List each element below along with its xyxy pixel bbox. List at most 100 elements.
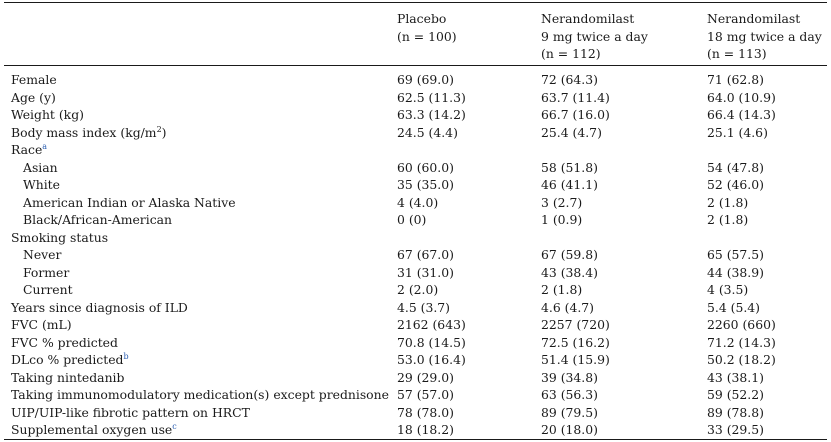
cell-value: 46 (41.1) — [541, 177, 598, 192]
cell-value: 51.4 (15.9) — [541, 352, 610, 367]
table-row: Current 2 (2.0) 2 (1.8) 4 (3.5) — [0, 281, 831, 299]
cell-value: 33 (29.5) — [707, 422, 764, 437]
row-label: Body mass index (kg/m2) — [11, 124, 167, 142]
table-row: Age (y) 62.5 (11.3) 63.7 (11.4) 64.0 (10.9) — [0, 89, 831, 107]
cell-value: 24.5 (4.4) — [397, 124, 458, 140]
cell-value: 70.8 (14.5) — [397, 334, 466, 350]
row-label: Never — [23, 246, 61, 264]
row-label-text: White — [23, 177, 60, 192]
unit-superscript: 2 — [156, 124, 162, 134]
table-row: White 35 (35.0) 46 (41.1) 52 (46.0) — [0, 176, 831, 194]
row-label: FVC (mL) — [11, 316, 72, 334]
cell-value: 44 (38.9) — [707, 264, 764, 280]
row-label: Supplemental oxygen usec — [11, 421, 177, 439]
row-label: Taking nintedanib — [11, 369, 124, 387]
row-label: Years since diagnosis of ILD — [11, 299, 188, 317]
cell-value: 78 (78.0) — [397, 404, 454, 420]
cell-value: 25.1 (4.6) — [707, 124, 768, 140]
cell-value: 43 (38.4) — [541, 264, 598, 280]
cell-value: 5.4 (5.4) — [707, 299, 761, 315]
cell-value: 31 (31.0) — [397, 264, 454, 280]
cell-value: 71 (62.8) — [707, 72, 764, 87]
table-row: FVC % predicted 70.8 (14.5) 72.5 (16.2) 71.… — [0, 334, 831, 352]
table-row: American Indian or Alaska Native 4 (4.0) 3… — [0, 194, 831, 212]
row-label: FVC % predicted — [11, 334, 118, 352]
cell-value: 54 (47.8) — [707, 159, 764, 175]
cell-value: 2 (2.0) — [397, 282, 439, 297]
row-label-text: Supplemental oxygen use — [11, 422, 173, 437]
cell-value: 43 (38.1) — [707, 369, 764, 385]
cell-value: 39 (34.8) — [541, 369, 598, 385]
header-rule — [4, 65, 827, 66]
row-label-text: Never — [23, 247, 62, 262]
row-label: Female — [11, 71, 57, 89]
column-header-9mg: Nerandomilast 9 mg twice a day (n = 112) — [541, 10, 648, 63]
column-header-line: Nerandomilast — [707, 11, 801, 26]
table-row: Weight (kg) 63.3 (14.2) 66.7 (16.0) 66.4 (1… — [0, 106, 831, 124]
column-header-line: (n = 100) — [397, 28, 457, 44]
cell-value: 2 (1.8) — [541, 282, 583, 297]
cell-value: 65 (57.5) — [707, 247, 764, 262]
row-label: Racea — [11, 141, 47, 159]
table-row: Former 31 (31.0) 43 (38.4) 44 (38.9) — [0, 264, 831, 282]
cell-value: 20 (18.0) — [541, 422, 598, 437]
cell-value: 62.5 (11.3) — [397, 89, 466, 105]
cell-value: 89 (78.8) — [707, 404, 764, 420]
row-label: Smoking status — [11, 229, 108, 247]
row-label-text: Race — [11, 142, 43, 157]
cell-value: 29 (29.0) — [397, 369, 454, 385]
row-label-text: American Indian or Alaska Native — [23, 194, 236, 210]
cell-value: 2 (1.8) — [707, 212, 749, 227]
table-row: Supplemental oxygen usec 18 (18.2) 20 (18.… — [0, 421, 831, 439]
row-label-text: Smoking status — [11, 229, 109, 245]
table-bottom-rule — [4, 439, 827, 440]
cell-value: 67 (59.8) — [541, 247, 598, 262]
table-top-rule — [4, 2, 827, 3]
cell-value: 63 (56.3) — [541, 387, 598, 402]
column-header-line: (n = 113) — [707, 46, 767, 61]
cell-value: 66.7 (16.0) — [541, 107, 610, 122]
cell-value: 63.7 (11.4) — [541, 89, 610, 105]
cell-value: 25.4 (4.7) — [541, 124, 602, 140]
footnote-marker[interactable]: b — [123, 352, 129, 361]
row-label-text: Former — [23, 264, 70, 280]
row-label: White — [23, 176, 60, 194]
row-label: Former — [23, 264, 69, 282]
cell-value: 4.6 (4.7) — [541, 299, 595, 315]
row-label: Asian — [23, 159, 58, 177]
table-row: Body mass index (kg/m2) 24.5 (4.4) 25.4 (4… — [0, 124, 831, 142]
cell-value: 72.5 (16.2) — [541, 334, 610, 350]
cell-value: 2260 (660) — [707, 317, 776, 332]
table-row: Racea — [0, 141, 831, 159]
column-header-line: Placebo — [397, 11, 447, 26]
row-label-text: Female — [11, 72, 57, 87]
table-row: DLco % predictedb 53.0 (16.4) 51.4 (15.9) 5… — [0, 351, 831, 369]
row-label-text: Body mass index (kg/m — [11, 124, 157, 140]
cell-value: 4 (4.0) — [397, 194, 439, 210]
footnote-marker[interactable]: c — [172, 422, 177, 431]
row-label-text: FVC % predicted — [11, 334, 118, 350]
row-label-text: Taking immunomodulatory medication(s) ex… — [11, 387, 389, 402]
row-label: Taking immunomodulatory medication(s) ex… — [11, 386, 389, 404]
cell-value: 2162 (643) — [397, 317, 466, 332]
row-label-text: Years since diagnosis of ILD — [11, 299, 188, 315]
row-label-text: UIP/UIP-like fibrotic pattern on HRCT — [11, 404, 250, 420]
cell-value: 71.2 (14.3) — [707, 334, 776, 350]
cell-value: 1 (0.9) — [541, 212, 583, 227]
cell-value: 35 (35.0) — [397, 177, 454, 192]
table-row: Asian 60 (60.0) 58 (51.8) 54 (47.8) — [0, 159, 831, 177]
row-label-text: Taking nintedanib — [11, 369, 125, 385]
cell-value: 0 (0) — [397, 212, 427, 227]
cell-value: 69 (69.0) — [397, 72, 454, 87]
cell-value: 63.3 (14.2) — [397, 107, 466, 122]
cell-value: 3 (2.7) — [541, 194, 583, 210]
table-row: Never 67 (67.0) 67 (59.8) 65 (57.5) — [0, 246, 831, 264]
row-label-text: Asian — [23, 159, 58, 175]
row-label: Weight (kg) — [11, 106, 84, 124]
footnote-marker[interactable]: a — [42, 142, 48, 151]
row-label: Age (y) — [11, 89, 56, 107]
column-header-line: (n = 112) — [541, 46, 601, 61]
cell-value: 57 (57.0) — [397, 387, 454, 402]
cell-value: 66.4 (14.3) — [707, 107, 776, 122]
cell-value: 52 (46.0) — [707, 177, 764, 192]
